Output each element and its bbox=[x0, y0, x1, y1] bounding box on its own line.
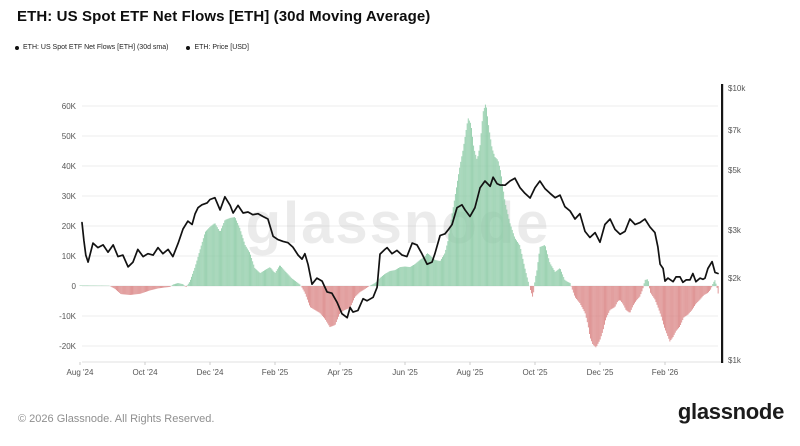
svg-text:Feb '26: Feb '26 bbox=[652, 368, 679, 377]
price-line bbox=[81, 176, 719, 319]
y-axis-right-labels: $10k $7k $5k $3k $2k $1k bbox=[728, 84, 746, 365]
svg-text:20K: 20K bbox=[62, 222, 77, 231]
price-series-dot-icon bbox=[186, 45, 191, 50]
svg-text:50K: 50K bbox=[62, 132, 77, 141]
svg-text:$3k: $3k bbox=[728, 226, 742, 235]
svg-text:Apr '25: Apr '25 bbox=[327, 368, 353, 377]
svg-text:30K: 30K bbox=[62, 192, 77, 201]
chart-title: ETH: US Spot ETF Net Flows [ETH] (30d Mo… bbox=[17, 8, 431, 25]
svg-text:Jun '25: Jun '25 bbox=[392, 368, 418, 377]
x-axis-labels: Aug '24 Oct '24 Dec '24 Feb '25 Apr '25 Jun '… bbox=[67, 362, 679, 377]
svg-text:60K: 60K bbox=[62, 102, 77, 111]
svg-text:40K: 40K bbox=[62, 162, 77, 171]
y-axis-left-labels: 60K 50K 40K 30K 20K 10K 0 -10K -20K bbox=[59, 102, 77, 351]
legend-item-price[interactable]: ETH: Price [USD] bbox=[186, 44, 249, 51]
copyright-text: © 2026 Glassnode. All Rights Reserved. bbox=[18, 413, 215, 425]
svg-text:Feb '25: Feb '25 bbox=[262, 368, 289, 377]
svg-text:Oct '25: Oct '25 bbox=[522, 368, 548, 377]
svg-text:$10k: $10k bbox=[728, 84, 746, 93]
svg-text:$7k: $7k bbox=[728, 126, 742, 135]
svg-text:$1k: $1k bbox=[728, 356, 742, 365]
svg-text:0: 0 bbox=[72, 282, 77, 291]
svg-text:Oct '24: Oct '24 bbox=[132, 368, 158, 377]
svg-text:$5k: $5k bbox=[728, 166, 742, 175]
svg-text:Dec '24: Dec '24 bbox=[197, 368, 224, 377]
legend: ETH: US Spot ETF Net Flows [ETH] (30d sm… bbox=[15, 44, 249, 51]
svg-text:Aug '24: Aug '24 bbox=[67, 368, 94, 377]
flows-series-dot-icon bbox=[15, 45, 19, 50]
legend-label-flows: ETH: US Spot ETF Net Flows [ETH] (30d sm… bbox=[23, 44, 169, 51]
svg-text:$2k: $2k bbox=[728, 274, 742, 283]
svg-text:Aug '25: Aug '25 bbox=[457, 368, 484, 377]
svg-text:-20K: -20K bbox=[59, 342, 77, 351]
flow-bars bbox=[79, 104, 719, 348]
legend-item-flows[interactable]: ETH: US Spot ETF Net Flows [ETH] (30d sm… bbox=[15, 44, 168, 51]
svg-text:10K: 10K bbox=[62, 252, 77, 261]
legend-label-price: ETH: Price [USD] bbox=[194, 44, 249, 51]
right-axis-line bbox=[721, 84, 724, 363]
svg-text:-10K: -10K bbox=[59, 312, 77, 321]
svg-text:Dec '25: Dec '25 bbox=[587, 368, 614, 377]
glassnode-logo: glassnode bbox=[677, 399, 784, 424]
